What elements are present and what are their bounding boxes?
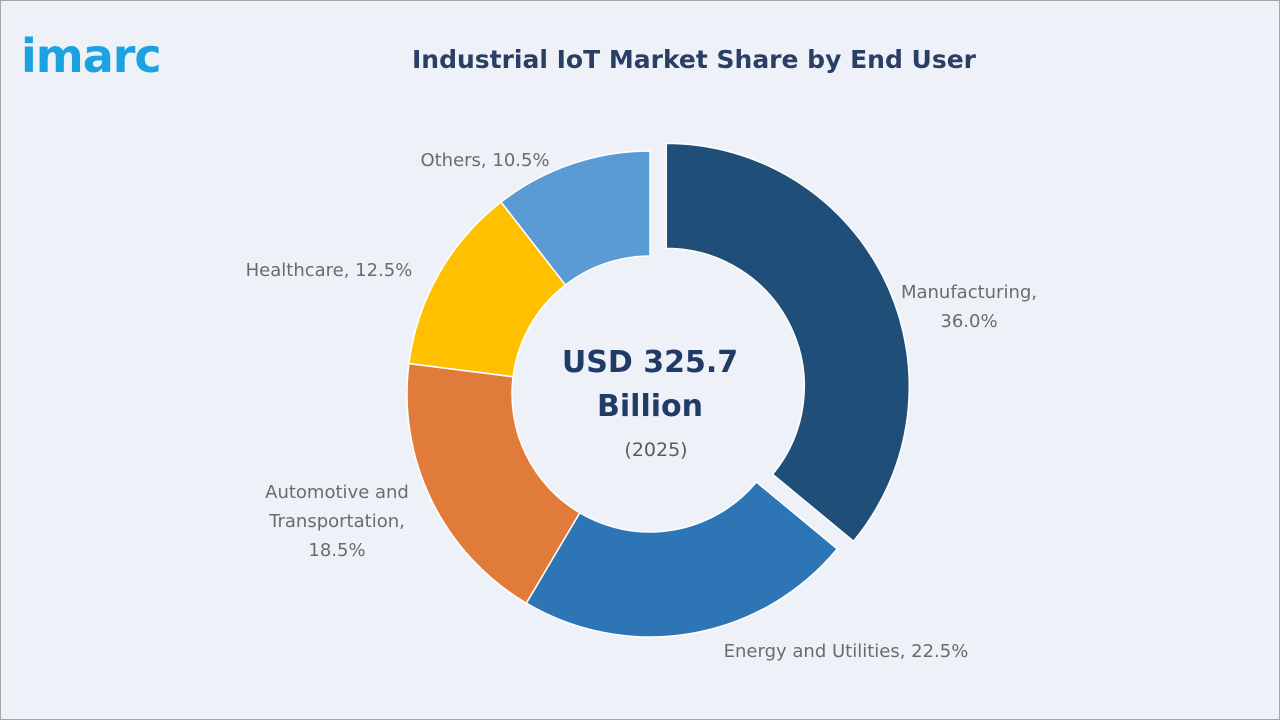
- slice-label-manufacturing: Manufacturing, 36.0%: [901, 282, 1037, 332]
- slice-label-line: 36.0%: [940, 311, 997, 332]
- chart-title: Industrial IoT Market Share by End User: [411, 45, 977, 74]
- center-value-line1: USD 325.7: [562, 345, 738, 380]
- center-value-line2: Billion: [597, 389, 703, 424]
- slice-label-line: Manufacturing,: [901, 282, 1037, 303]
- slice-labels-group: Manufacturing, 36.0% Energy and Utilities,…: [246, 150, 1037, 662]
- slice-label-energy-and-utilities: Energy and Utilities, 22.5%: [724, 641, 969, 662]
- slice-automotive-and-transportation: [406, 362, 581, 605]
- slice-label-automotive-and-transportation: Automotive and Transportation, 18.5%: [265, 482, 409, 561]
- slice-label-line: Healthcare, 12.5%: [246, 260, 413, 281]
- slice-others: [500, 150, 651, 287]
- slice-manufacturing: [665, 142, 911, 543]
- slice-energy-and-utilities: [525, 480, 839, 638]
- imarc-logo: imarc: [21, 29, 162, 83]
- slice-label-others: Others, 10.5%: [420, 150, 549, 171]
- slices-group: [406, 142, 911, 638]
- slice-label-line: Energy and Utilities, 22.5%: [724, 641, 969, 662]
- slice-label-healthcare: Healthcare, 12.5%: [246, 260, 413, 281]
- slice-label-line: 18.5%: [308, 540, 365, 561]
- center-year: (2025): [624, 439, 687, 461]
- slice-label-line: Others, 10.5%: [420, 150, 549, 171]
- slice-label-line: Automotive and: [265, 482, 409, 503]
- slice-label-line: Transportation,: [268, 511, 405, 532]
